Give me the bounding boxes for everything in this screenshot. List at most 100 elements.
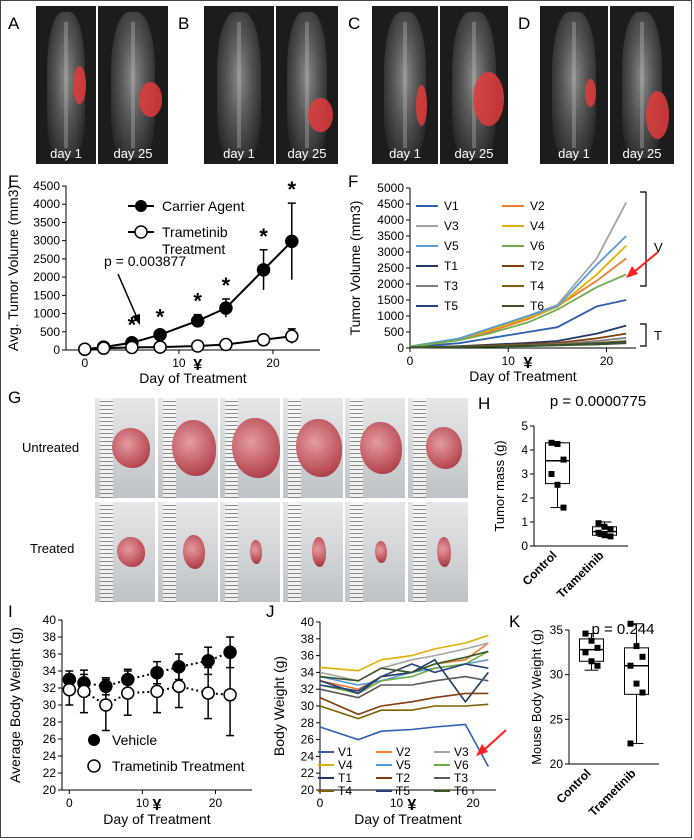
y-tick-label: 38 xyxy=(301,632,315,646)
x-tick-label: 0 xyxy=(407,354,414,368)
data-point xyxy=(582,630,589,637)
data-point xyxy=(150,684,164,699)
legend-marker xyxy=(135,200,147,212)
data-point xyxy=(121,686,135,700)
data-point xyxy=(219,301,233,315)
data-point xyxy=(627,620,634,627)
legend-label: T6 xyxy=(454,784,468,798)
group-bracket-t xyxy=(640,323,647,347)
legend-label: Trametinib Treatment xyxy=(112,758,245,774)
data-point xyxy=(554,481,561,488)
data-point xyxy=(172,679,186,694)
chart-title: p = 0.244 xyxy=(592,621,655,638)
y-tick-label: 22 xyxy=(301,766,315,780)
legend-label: Vehicle xyxy=(112,732,157,748)
y-tick-label: 24 xyxy=(43,749,57,763)
data-point xyxy=(77,684,91,699)
y-tick-label: 500 xyxy=(40,325,60,339)
series-line-V5 xyxy=(409,235,627,348)
y-axis-label: Tumor Volume (mm3) xyxy=(347,201,363,336)
series-line-T6 xyxy=(409,342,627,349)
panel-label-j: J xyxy=(266,602,275,621)
y-tick-label: 36 xyxy=(43,647,57,661)
y-tick-label: 30 xyxy=(301,699,315,713)
yen-marker: ¥ xyxy=(523,355,532,372)
y-tick-label: 2000 xyxy=(33,270,60,284)
significance-star: * xyxy=(156,304,165,329)
tumor-specimen xyxy=(426,427,462,469)
y-tick-label: 32 xyxy=(301,682,315,696)
x-tick-label: 20 xyxy=(266,356,280,370)
mri-caption: day 25 xyxy=(454,146,494,161)
chart-j: 20 22 24 26 28 30 32 34 36 38 40 0 10 20 Day of Treatm… xyxy=(271,615,507,827)
mri-caption: day 1 xyxy=(50,146,82,161)
mri-b-day1: day 1 xyxy=(204,6,274,164)
data-point xyxy=(633,643,640,650)
y-tick-label: 2500 xyxy=(377,261,404,275)
legend-label: T4 xyxy=(530,279,544,293)
legend-label: V1 xyxy=(338,745,353,759)
y-tick-label: 2500 xyxy=(33,252,60,266)
y-tick-label: 3000 xyxy=(377,245,404,259)
chart-h: 0 1 2 3 4 5 Tumor mass (g) p = 0.0000775 Control… xyxy=(492,393,646,601)
tumor-specimen xyxy=(360,422,402,474)
y-tick-label: 500 xyxy=(384,325,404,339)
series-line-0 xyxy=(69,651,231,688)
y-tick-label: 40 xyxy=(301,615,315,629)
mri-a-day25: day 25 xyxy=(98,6,168,164)
y-tick-label: 1 xyxy=(521,515,528,529)
legend-label: Trametinib xyxy=(162,224,228,240)
tumor-specimen xyxy=(375,541,387,563)
panel-label-e: E xyxy=(8,172,20,191)
y-tick-label: 0 xyxy=(521,539,528,553)
tumor-specimen xyxy=(437,537,451,567)
tumor-photo xyxy=(408,502,468,602)
y-tick-label: 1500 xyxy=(377,293,404,307)
legend-label: T6 xyxy=(530,299,544,313)
y-tick-label: 5 xyxy=(521,419,528,433)
tumor-photo xyxy=(283,502,343,602)
x-axis-label: Day of Treatment xyxy=(469,368,576,384)
x-tick-label: 0 xyxy=(81,356,88,370)
y-axis-label: Mouse Body Weight (g) xyxy=(529,629,544,765)
panel-label-k: K xyxy=(509,612,521,631)
mri-b-day25: day 25 xyxy=(276,6,338,164)
red-arrowhead xyxy=(476,744,488,756)
legend-label: Carrier Agent xyxy=(162,198,245,214)
y-tick-label: 38 xyxy=(43,630,57,644)
red-arrow xyxy=(633,251,659,273)
legend-marker xyxy=(134,225,148,239)
data-point xyxy=(627,740,634,747)
y-tick-label: 4500 xyxy=(33,179,60,193)
y-tick-label: 2 xyxy=(521,491,528,505)
data-point xyxy=(78,342,92,357)
data-point xyxy=(548,439,555,446)
y-tick-label: 24 xyxy=(301,749,315,763)
legend-label: V1 xyxy=(444,199,459,213)
y-tick-label: 36 xyxy=(301,649,315,663)
y-tick-label: 25 xyxy=(550,712,564,726)
annotation-arrowhead xyxy=(132,314,140,325)
data-point xyxy=(601,532,608,539)
series-line-T2 xyxy=(319,692,489,716)
data-point xyxy=(219,337,233,352)
panel-label-a: A xyxy=(8,14,20,33)
y-tick-label: 1000 xyxy=(377,309,404,323)
data-point xyxy=(639,653,646,660)
data-point xyxy=(560,456,567,463)
series-line-T3 xyxy=(319,675,489,699)
panel-label-c: C xyxy=(348,14,361,33)
mri-caption: day 25 xyxy=(287,146,327,161)
data-point xyxy=(601,523,608,530)
yen-marker: ¥ xyxy=(407,797,416,814)
legend-label: Treatment xyxy=(162,241,225,257)
legend-label: V4 xyxy=(338,758,353,772)
significance-star: * xyxy=(259,224,268,249)
x-tick-label: Trametinib xyxy=(554,548,607,601)
data-point xyxy=(285,234,299,249)
data-point xyxy=(256,263,271,277)
x-tick-label: 0 xyxy=(317,796,324,810)
y-tick-label: 32 xyxy=(43,681,57,695)
legend-label: V3 xyxy=(444,219,459,233)
